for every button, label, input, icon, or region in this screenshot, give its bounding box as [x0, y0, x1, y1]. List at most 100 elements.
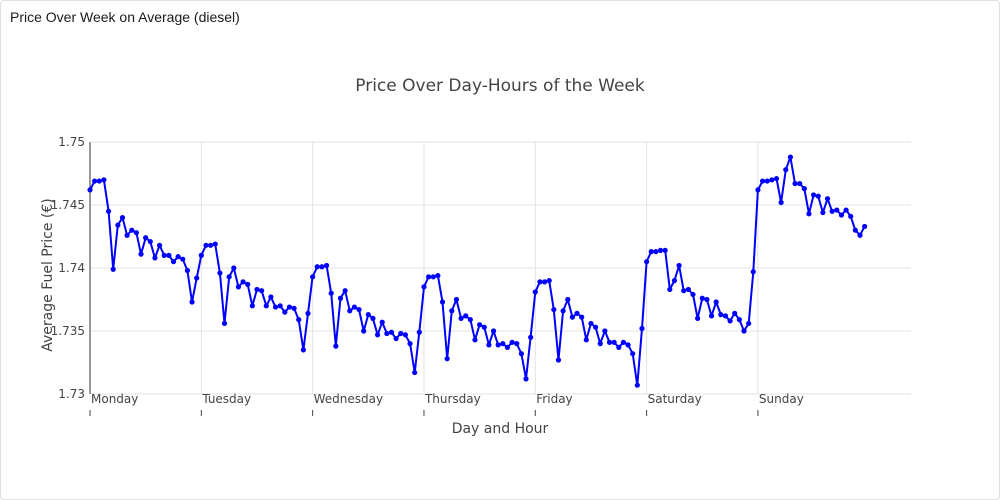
data-point [291, 305, 297, 311]
x-tick-label: Tuesday [201, 392, 251, 406]
data-point [444, 356, 450, 362]
data-point [221, 320, 228, 327]
data-point [792, 180, 798, 187]
data-point [416, 329, 422, 335]
data-point [226, 274, 232, 280]
data-point [653, 249, 659, 255]
data-point [143, 235, 149, 241]
data-point [337, 295, 344, 301]
data-point [509, 339, 515, 345]
data-point [217, 270, 223, 276]
y-axis: 1.73 1.735 1.74 1.745 1.75 [51, 135, 85, 401]
data-point [843, 207, 849, 213]
data-point [472, 337, 478, 343]
data-point [810, 192, 817, 198]
data-point [314, 264, 320, 270]
data-point [249, 303, 255, 309]
data-point [616, 344, 622, 350]
data-point [286, 304, 293, 310]
data-point [769, 177, 775, 183]
chart-title: Price Over Day-Hours of the Week [355, 76, 645, 96]
data-point [235, 284, 242, 290]
data-point [537, 279, 543, 285]
data-point [820, 209, 826, 216]
data-point [166, 252, 172, 258]
data-point [156, 242, 163, 248]
series-line [89, 156, 866, 387]
data-point [801, 186, 807, 192]
y-tick-label: 1.74 [58, 261, 85, 275]
data-point [379, 319, 385, 325]
data-point [732, 310, 738, 316]
data-point [388, 329, 395, 335]
data-point [421, 284, 427, 290]
data-point [426, 274, 432, 280]
data-point [852, 227, 858, 233]
data-point [319, 264, 325, 270]
data-point [342, 288, 348, 294]
data-point [579, 314, 585, 320]
data-point [323, 262, 330, 269]
data-point [296, 317, 302, 323]
data-point [727, 318, 733, 324]
data-point [490, 328, 497, 334]
data-point [824, 196, 831, 202]
data-point [333, 343, 339, 349]
data-point [787, 154, 794, 160]
data-point [690, 291, 696, 298]
data-point [620, 339, 627, 345]
x-axis: Monday Tuesday Wednesday Thursday Friday Satu… [89, 392, 804, 416]
data-point [272, 304, 279, 310]
data-point [722, 313, 729, 319]
data-point [667, 286, 673, 293]
data-point [101, 177, 107, 183]
data-point [639, 325, 645, 332]
data-point [435, 272, 441, 279]
data-point [514, 341, 520, 347]
data-point [597, 341, 603, 347]
data-point [458, 315, 464, 321]
data-point [662, 247, 668, 253]
card-title: Price Over Week on Average (diesel) [10, 9, 240, 25]
data-point [764, 178, 770, 184]
data-point [198, 252, 204, 258]
x-tick-label: Saturday [648, 392, 702, 406]
data-point [630, 351, 636, 357]
data-point [398, 330, 404, 337]
data-point [481, 324, 487, 330]
data-point [194, 275, 200, 281]
data-point [685, 286, 691, 293]
data-point [212, 241, 218, 247]
data-point [602, 328, 608, 334]
data-point [815, 193, 821, 199]
data-point [834, 207, 840, 213]
data-point [657, 247, 664, 253]
data-point [699, 295, 705, 301]
data-point [449, 308, 455, 314]
data-point [300, 347, 306, 353]
data-point [393, 335, 399, 342]
data-point [592, 324, 599, 330]
data-point [310, 274, 316, 280]
data-point [486, 342, 492, 348]
data-point [207, 242, 214, 248]
data-point [644, 259, 650, 265]
data-point [282, 309, 288, 315]
data-point [532, 289, 538, 295]
data-point [384, 330, 390, 337]
data-point [773, 175, 780, 182]
data-point [736, 317, 742, 323]
data-point [463, 313, 469, 319]
data-point [245, 281, 251, 287]
data-point [518, 351, 524, 357]
data-point [848, 213, 854, 219]
data-point [467, 317, 473, 323]
data-point [170, 259, 177, 265]
data-point [555, 357, 562, 363]
data-point [588, 320, 594, 327]
data-point [92, 178, 98, 184]
x-axis-title: Day and Hour [452, 421, 549, 437]
data-point [184, 267, 191, 274]
series-layer [87, 154, 868, 388]
